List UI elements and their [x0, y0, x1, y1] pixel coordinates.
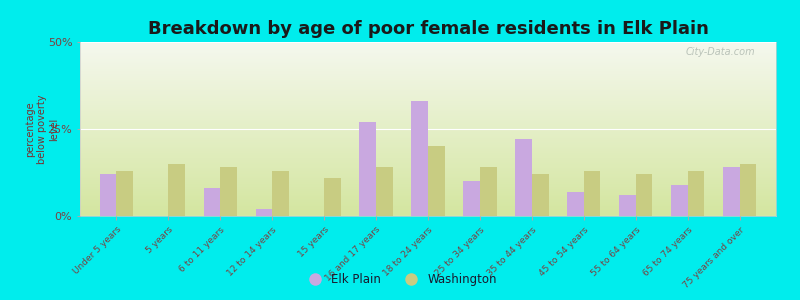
Y-axis label: percentage
below poverty
level: percentage below poverty level — [26, 94, 58, 164]
Bar — [515, 140, 532, 216]
Text: City-Data.com: City-Data.com — [686, 47, 755, 57]
Legend: Elk Plain, Washington: Elk Plain, Washington — [298, 269, 502, 291]
Bar — [116, 171, 133, 216]
Bar — [255, 209, 272, 216]
Bar — [272, 171, 289, 216]
Bar — [428, 146, 445, 216]
Bar — [204, 188, 220, 216]
Bar — [532, 174, 549, 216]
Bar — [168, 164, 185, 216]
Bar — [567, 192, 584, 216]
Title: Breakdown by age of poor female residents in Elk Plain: Breakdown by age of poor female resident… — [147, 20, 709, 38]
Bar — [463, 181, 480, 216]
Bar — [688, 171, 704, 216]
Bar — [584, 171, 601, 216]
Bar — [723, 167, 740, 216]
Bar — [636, 174, 652, 216]
Bar — [376, 167, 393, 216]
Bar — [411, 101, 428, 216]
Bar — [324, 178, 341, 216]
Bar — [359, 122, 376, 216]
Bar — [480, 167, 497, 216]
Bar — [100, 174, 116, 216]
Bar — [671, 185, 688, 216]
Bar — [619, 195, 636, 216]
Bar — [220, 167, 237, 216]
Bar — [740, 164, 756, 216]
